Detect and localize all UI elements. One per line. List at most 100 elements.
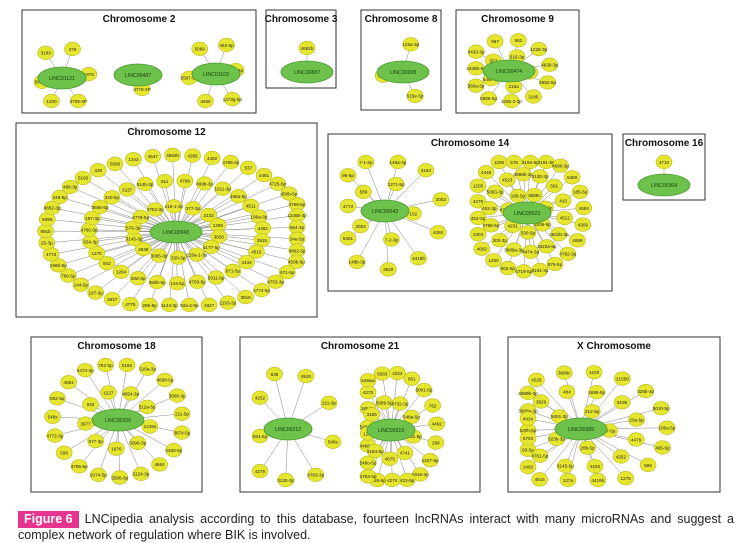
mirna-label: 4252 xyxy=(255,396,266,401)
mirna-label: 438 xyxy=(94,168,102,173)
mirna-circle xyxy=(184,201,202,216)
mirna-label: 1295 xyxy=(213,223,224,228)
mirna-circle xyxy=(359,373,377,388)
mirna-circle xyxy=(148,275,166,290)
mirna-circle xyxy=(288,254,305,269)
mirna-label: 4685-5p xyxy=(369,478,386,483)
mirna-circle xyxy=(168,388,186,403)
mirna-node: 4462 xyxy=(203,150,221,166)
mirna-node: 942 xyxy=(98,256,116,271)
mirna-node: 4523 xyxy=(498,172,516,187)
mirna-node: 452-3p xyxy=(469,210,487,226)
panel-title: Chromosome 21 xyxy=(321,341,400,352)
mirna-node: 4783-3p xyxy=(307,467,325,482)
mirna-label: 328b-3p xyxy=(637,389,654,394)
mirna-node: 5683 xyxy=(373,366,391,381)
mirna-label: 197-3p xyxy=(85,216,100,221)
mirna-circle xyxy=(165,443,183,458)
mirna-label: 4796 xyxy=(180,179,191,184)
mirna-node: 196a-5p xyxy=(230,189,247,204)
mirna-label: 4766-5p xyxy=(289,202,306,207)
mirna-label: 1915-3p xyxy=(412,472,429,477)
mirna-circle xyxy=(139,361,156,376)
mirna-circle xyxy=(531,448,549,463)
mirna-circle xyxy=(654,440,671,455)
mirna-node: 891b xyxy=(37,223,54,239)
mirna-label: 2053 xyxy=(355,224,366,229)
mirna-node: 4449 xyxy=(477,165,495,180)
hub-ellipse xyxy=(113,63,163,87)
mirna-node: 4695-5p xyxy=(588,385,606,400)
mirna-node: 5001-5p xyxy=(416,382,433,398)
mirna-circle xyxy=(613,395,631,410)
mirna-node: 4295 xyxy=(184,148,201,163)
mirna-node: 152 xyxy=(405,206,422,221)
mirna-node: 450b-5p xyxy=(281,186,298,201)
mirna-label: 3145-5p xyxy=(557,464,574,469)
mirna-circle xyxy=(563,170,581,185)
mirna-label: 1976 xyxy=(84,72,95,77)
mirna-node: 5192 xyxy=(118,357,136,373)
mirna-label: 4755-5p xyxy=(71,464,88,469)
mirna-label: 616-3p xyxy=(510,54,525,59)
mirna-node: 5010-5p xyxy=(653,401,670,416)
mirna-circle xyxy=(118,357,136,373)
mirna-node: 488-3p xyxy=(61,179,79,195)
mirna-label: 484 xyxy=(563,390,571,395)
hub-label: LINC00304 xyxy=(651,183,677,189)
mirna-label: 1245b-3p xyxy=(287,213,307,218)
mirna-node: 216-1-3p xyxy=(165,199,184,214)
mirna-label: 211-5p xyxy=(175,412,189,417)
mirna-label: 1207-5p xyxy=(422,458,439,463)
mirna-circle xyxy=(389,365,406,381)
mirna-label: 148a-3p xyxy=(389,160,406,165)
panel-frame xyxy=(239,336,481,493)
mirna-circle xyxy=(473,241,491,256)
hub-ellipse xyxy=(263,417,313,441)
mirna-node: 4675 xyxy=(381,451,399,466)
mirna-node: 4710 xyxy=(655,154,673,170)
mirna-node: 514b-3p xyxy=(137,176,154,192)
mirna-circle xyxy=(403,409,420,425)
mirna-node: 762 xyxy=(424,398,441,413)
mirna-circle xyxy=(307,467,325,482)
mirna-label: 4778-5p xyxy=(132,215,149,220)
mirna-circle xyxy=(251,428,269,444)
mirna-node: 5193 xyxy=(74,170,92,186)
mirna-node: 4434 xyxy=(519,411,537,426)
mirna-label: 4469 xyxy=(200,99,211,104)
mirna-label: 4638 xyxy=(138,247,149,252)
mirna-circle xyxy=(100,385,117,400)
mirna-label: 346-5p xyxy=(53,195,68,200)
mirna-node: 1207-5p xyxy=(422,453,439,468)
mirna-nodes: 4766-5p 1245b-3p 664-3p 34e-5p 4802-3p 450b-5… xyxy=(37,147,307,313)
mirna-circle xyxy=(237,290,254,305)
hub-label: LINC00887 xyxy=(294,70,320,76)
mirna-label: 4752-3p xyxy=(147,207,164,212)
mirna-label: 285-5p xyxy=(142,303,157,308)
mirna-circle xyxy=(588,385,605,400)
mirna-node: 4434 xyxy=(238,254,255,270)
mirna-node: 148a-3p xyxy=(389,154,407,170)
mirna-node: 4775 xyxy=(122,297,139,312)
lncrna-hub: LINC01103 xyxy=(191,62,241,86)
hub-label: LINC00305 xyxy=(105,418,131,424)
mirna-label: 3184-5p xyxy=(367,449,384,454)
mirna-node: 548aw xyxy=(359,373,377,388)
mirna-label: 5001-5p xyxy=(416,388,433,393)
mirna-label: 196a-5p xyxy=(230,194,247,199)
mirna-node: 340-5p xyxy=(103,190,121,205)
hub-ellipse xyxy=(191,62,241,86)
mirna-node: 20a-5p xyxy=(628,412,645,427)
mirna-circle xyxy=(230,189,247,204)
mirna-label: 3929 xyxy=(536,399,547,404)
mirna-label: 3185 xyxy=(528,94,539,99)
mirna-node: 4274 xyxy=(383,472,401,488)
mirna-label: 216a xyxy=(509,84,520,89)
mirna-node: 1911-3p xyxy=(214,181,231,196)
mirna-label: 4511 xyxy=(246,203,256,208)
mirna-label: 4690-3p xyxy=(552,163,569,168)
mirna-label: 4692 xyxy=(477,247,488,252)
mirna-node: 1229 xyxy=(585,365,603,380)
mirna-label: 942 xyxy=(87,402,95,407)
